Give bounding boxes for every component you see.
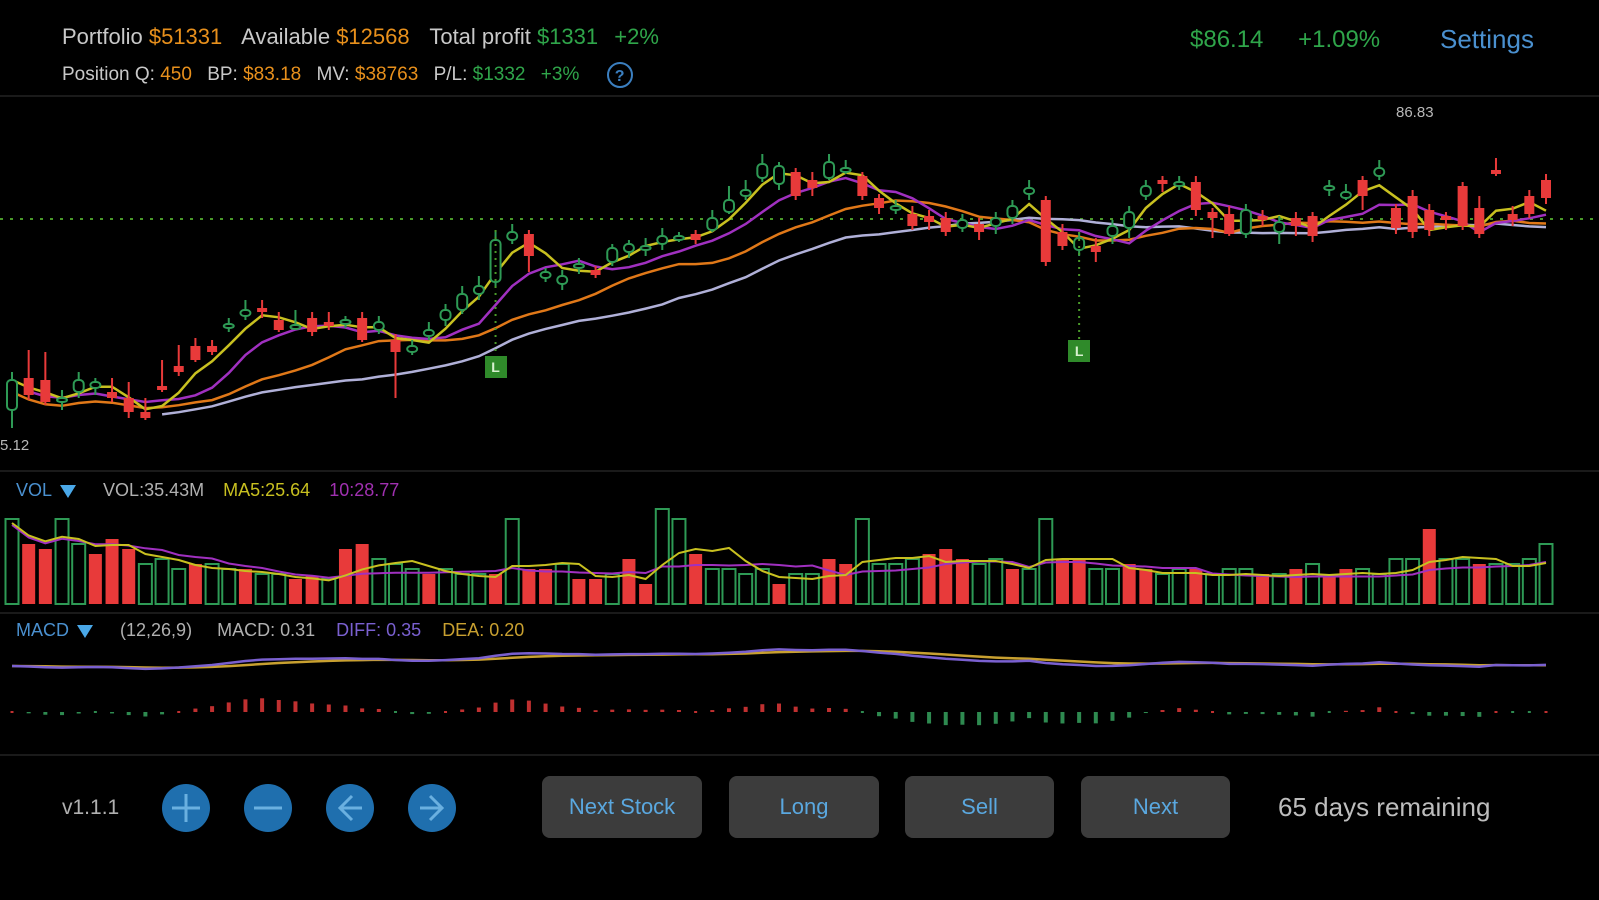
high-price-label: 86.83 <box>1396 104 1434 121</box>
sell-button[interactable]: Sell <box>905 776 1054 838</box>
long-marker[interactable]: L <box>1068 340 1091 362</box>
next-stock-button[interactable]: Next Stock <box>542 776 702 838</box>
arrow-right-icon <box>420 794 445 822</box>
portfolio-summary: Portfolio $51331 Available $12568 Total … <box>62 24 659 50</box>
divider <box>0 470 1599 472</box>
macd-dropdown-icon[interactable] <box>77 624 93 638</box>
help-icon[interactable]: ? <box>606 62 633 88</box>
bp-label: BP: <box>207 64 238 86</box>
zoom-out-icon <box>254 806 282 810</box>
bp-value: $83.18 <box>243 64 302 86</box>
position-q-value: 450 <box>160 64 192 86</box>
position-summary: Position Q: 450 BP: $83.18 MV: $38763 P/… <box>62 62 633 88</box>
position-q-label: Position Q: <box>62 64 155 86</box>
available-label: Available <box>241 24 331 49</box>
macd-dea: DEA: 0.20 <box>442 620 525 640</box>
volume-value: VOL:35.43M <box>103 480 205 500</box>
total-profit-pct: +2% <box>614 24 659 49</box>
current-price: $86.14 <box>1190 26 1264 53</box>
volume-ma10: 10:28.77 <box>329 480 400 500</box>
macd-chart <box>10 648 1548 726</box>
volume-legend: VOL VOL:35.43M MA5:25.64 10:28.77 <box>16 480 399 501</box>
volume-title[interactable]: VOL <box>16 480 53 500</box>
version-label: v1.1.1 <box>62 796 120 819</box>
divider <box>0 95 1599 97</box>
mv-label: MV: <box>316 64 350 86</box>
arrow-left-icon <box>337 794 362 822</box>
zoom-in-button[interactable] <box>162 784 210 832</box>
price-change: +1.09% <box>1298 26 1381 53</box>
macd-value: MACD: 0.31 <box>217 620 316 640</box>
macd-diff: DIFF: 0.35 <box>336 620 422 640</box>
candlestick-chart[interactable] <box>0 97 1599 469</box>
low-price-label: 5.12 <box>0 437 30 454</box>
pl-pct: +3% <box>540 64 580 86</box>
current-price-display: $86.14 +1.09% <box>1190 26 1380 54</box>
portfolio-label: Portfolio <box>62 24 143 49</box>
long-marker[interactable]: L <box>484 356 507 378</box>
available-value: $12568 <box>336 24 410 49</box>
header-bar: Portfolio $51331 Available $12568 Total … <box>0 0 1599 96</box>
divider <box>0 754 1599 756</box>
footer-toolbar: v1.1.1 Next Stock Long Sell Next 65 days… <box>0 770 1599 900</box>
total-profit-label: Total profit <box>429 24 531 49</box>
scroll-right-button[interactable] <box>408 784 456 832</box>
zoom-in-icon <box>172 794 200 822</box>
settings-link[interactable]: Settings <box>1440 24 1534 54</box>
zoom-out-button[interactable] <box>244 784 292 832</box>
next-button[interactable]: Next <box>1081 776 1230 838</box>
volume-ma5: MA5:25.64 <box>223 480 311 500</box>
total-profit-value: $1331 <box>536 24 599 49</box>
days-remaining: 65 days remaining <box>1278 792 1491 822</box>
portfolio-value: $51331 <box>148 24 223 49</box>
long-button[interactable]: Long <box>729 776 879 838</box>
scroll-left-button[interactable] <box>326 784 374 832</box>
mv-value: $38763 <box>354 64 419 86</box>
volume-dropdown-icon[interactable] <box>60 484 77 498</box>
pl-label: P/L: <box>433 64 468 86</box>
macd-params: (12,26,9) <box>120 620 193 640</box>
volume-chart <box>4 508 1554 605</box>
pl-value: $1332 <box>472 64 526 86</box>
divider <box>0 612 1599 614</box>
macd-legend: MACD (12,26,9) MACD: 0.31 DIFF: 0.35 DEA… <box>16 620 524 641</box>
macd-title[interactable]: MACD <box>16 620 69 640</box>
